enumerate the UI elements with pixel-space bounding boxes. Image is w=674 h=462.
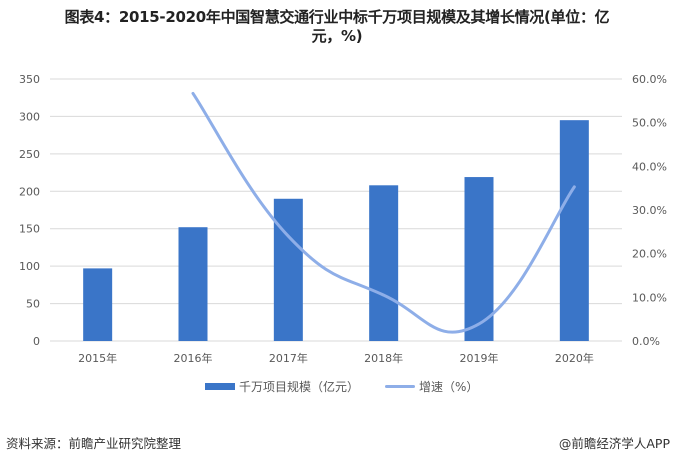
bar: [178, 227, 208, 341]
credit-note: @前瞻经济学人APP: [558, 436, 670, 451]
y-right-tick: 40.0%: [632, 160, 667, 173]
y-left-tick: 300: [19, 110, 40, 123]
legend-line-label: 增速（%）: [419, 380, 479, 394]
legend-line-swatch: [385, 385, 415, 388]
x-tick: 2017年: [269, 351, 308, 365]
bar: [369, 185, 399, 341]
y-axis-right: 0.0% 10.0% 20.0% 30.0% 40.0% 50.0% 60.0%: [632, 73, 667, 348]
x-tick: 2016年: [174, 351, 213, 365]
y-axis-left: 0 50 100 150 200 250 300 350: [19, 73, 40, 348]
x-tick: 2018年: [364, 351, 403, 365]
x-axis-labels: 2015年 2016年 2017年 2018年 2019年 2020年: [78, 351, 594, 365]
legend-item-bar: 千万项目规模（亿元）: [205, 378, 359, 395]
y-right-tick: 20.0%: [632, 248, 667, 261]
bar: [464, 177, 494, 341]
y-left-tick: 50: [26, 298, 40, 311]
legend-bar-label: 千万项目规模（亿元）: [239, 380, 360, 394]
chart-title-line2: 元，%): [311, 27, 363, 45]
legend: 千万项目规模（亿元） 增速（%）: [0, 378, 674, 398]
y-left-tick: 100: [19, 260, 40, 273]
y-left-tick: 200: [19, 185, 40, 198]
y-right-tick: 60.0%: [632, 73, 667, 86]
growth-line: [191, 91, 576, 334]
x-tick: 2019年: [460, 351, 499, 365]
bar: [273, 198, 303, 341]
legend-bar-swatch: [205, 383, 235, 390]
y-right-tick: 30.0%: [632, 204, 667, 217]
chart-title: 图表4：2015-2020年中国智慧交通行业中标千万项目规模及其增长情况(单位：…: [0, 8, 674, 46]
bar: [83, 268, 113, 341]
source-note: 资料来源：前瞻产业研究院整理: [6, 436, 182, 451]
y-left-tick: 350: [19, 73, 40, 86]
y-left-tick: 0: [33, 335, 40, 348]
y-left-tick: 150: [19, 223, 40, 236]
chart-title-line1: 图表4：2015-2020年中国智慧交通行业中标千万项目规模及其增长情况(单位：…: [64, 8, 610, 26]
bar-series: [83, 120, 589, 342]
y-right-tick: 0.0%: [632, 335, 660, 348]
y-right-tick: 50.0%: [632, 117, 667, 130]
gridlines: [50, 78, 622, 342]
bar: [559, 120, 589, 342]
legend-item-line: 增速（%）: [385, 378, 478, 395]
y-left-tick: 250: [19, 148, 40, 161]
x-tick: 2020年: [555, 351, 594, 365]
y-right-tick: 10.0%: [632, 291, 667, 304]
x-tick: 2015年: [78, 351, 117, 365]
